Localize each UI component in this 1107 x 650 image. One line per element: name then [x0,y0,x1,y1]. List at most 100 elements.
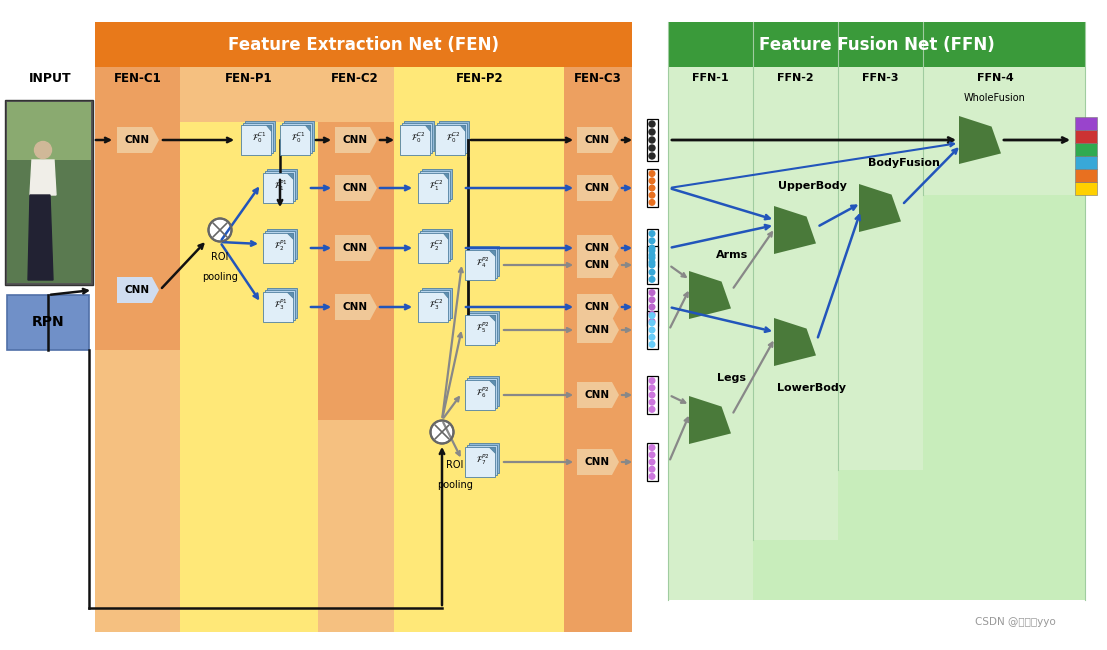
Circle shape [649,459,655,465]
Circle shape [649,342,655,347]
Circle shape [649,262,655,268]
Text: LowerBody: LowerBody [777,383,847,393]
Circle shape [649,200,655,205]
Polygon shape [288,173,293,179]
Circle shape [649,445,655,450]
Circle shape [649,248,655,254]
Bar [753,67,838,540]
Bar [646,287,658,326]
Bar [394,67,563,632]
Polygon shape [489,315,495,320]
Polygon shape [443,233,448,239]
Bar [465,315,495,345]
Text: Feature Extraction Net (FEN): Feature Extraction Net (FEN) [228,36,498,54]
Polygon shape [774,318,816,366]
Polygon shape [443,292,448,298]
Text: $\mathcal{F}_0^{C2}$: $\mathcal{F}_0^{C2}$ [411,130,425,145]
Polygon shape [577,175,619,201]
Circle shape [649,407,655,412]
Bar [423,287,453,318]
Text: ROI: ROI [446,460,464,470]
Text: CNN: CNN [584,260,610,270]
Bar [421,290,451,320]
Bar [7,295,89,350]
Circle shape [649,171,655,176]
Bar [266,290,296,320]
Circle shape [649,399,655,405]
Polygon shape [288,233,293,239]
Bar [435,125,465,155]
Bar [266,231,296,261]
Circle shape [431,421,454,443]
Text: $\mathcal{F}_0^{C2}$: $\mathcal{F}_0^{C2}$ [446,130,459,145]
Polygon shape [335,294,377,320]
Polygon shape [489,380,495,385]
Text: BodyFusion: BodyFusion [868,158,940,168]
Bar [467,313,497,343]
Circle shape [34,142,52,159]
Text: FEN-C2: FEN-C2 [331,72,379,84]
Bar [1075,169,1097,182]
Polygon shape [577,317,619,343]
Text: CSDN @小叮当yyo: CSDN @小叮当yyo [975,617,1056,627]
Circle shape [649,378,655,384]
Bar [1075,143,1097,156]
Bar [469,443,499,473]
Polygon shape [689,271,731,319]
Bar [923,67,1085,195]
Bar [263,233,293,263]
Circle shape [649,145,655,151]
Circle shape [649,452,655,458]
Bar [467,378,497,408]
Bar [467,248,497,278]
Circle shape [649,255,655,261]
Bar [418,173,448,203]
Bar [465,380,495,410]
Text: FFN-3: FFN-3 [861,73,898,83]
Text: $\mathcal{F}_4^{P2}$: $\mathcal{F}_4^{P2}$ [476,255,489,270]
Bar [418,233,448,263]
Circle shape [649,304,655,310]
Bar [469,246,499,276]
Text: CNN: CNN [584,243,610,253]
Polygon shape [577,382,619,408]
Bar [268,229,298,259]
Circle shape [649,290,655,295]
Bar [646,168,658,207]
Circle shape [649,178,655,183]
Text: CNN: CNN [342,302,368,312]
Bar [668,67,753,600]
Text: $\mathcal{F}_6^{P2}$: $\mathcal{F}_6^{P2}$ [476,385,489,400]
Polygon shape [335,175,377,201]
Bar [563,67,632,632]
Polygon shape [577,294,619,320]
Text: Feature Fusion Net (FFN): Feature Fusion Net (FFN) [759,36,995,54]
Bar [465,250,495,280]
Text: CNN: CNN [584,390,610,400]
Text: pooling: pooling [437,480,473,490]
Bar [1075,156,1097,169]
Polygon shape [304,125,310,131]
Circle shape [649,252,655,258]
Polygon shape [859,184,901,232]
Text: CNN: CNN [342,243,368,253]
Circle shape [649,185,655,191]
Circle shape [649,153,655,159]
Text: FEN-P2: FEN-P2 [456,72,504,84]
Polygon shape [774,206,816,254]
Text: CNN: CNN [584,135,610,145]
Polygon shape [959,116,1001,164]
Polygon shape [577,449,619,475]
Bar [318,122,394,420]
Text: FFN-2: FFN-2 [777,73,814,83]
Bar [1075,130,1097,143]
Circle shape [649,320,655,326]
Text: WholeFusion: WholeFusion [964,93,1026,103]
Circle shape [649,311,655,317]
Text: FEN-C1: FEN-C1 [114,72,162,84]
Bar [668,22,1085,67]
Circle shape [649,231,655,237]
Bar [465,447,495,477]
Circle shape [649,238,655,244]
Bar [6,100,93,285]
